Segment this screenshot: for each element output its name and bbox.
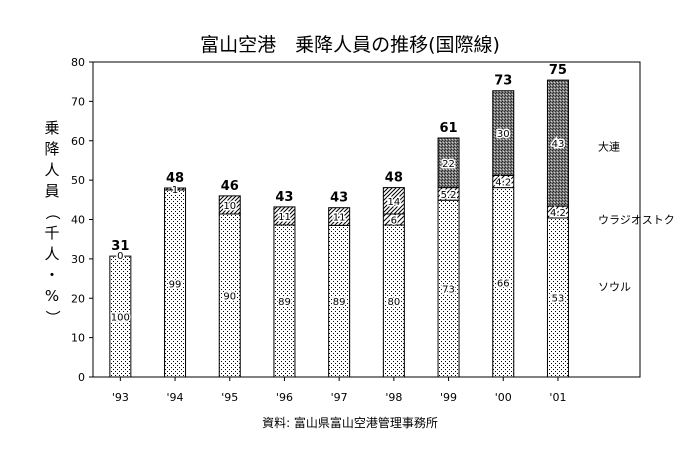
segment-label: 11	[278, 212, 291, 223]
segment-label: 100	[111, 313, 130, 324]
legend-label: 大連	[598, 140, 620, 154]
segment-label: 14	[387, 197, 400, 208]
legend-label: ウラジオストク	[598, 214, 675, 227]
y-tick-label: 40	[71, 214, 85, 227]
y-tick-label: 50	[71, 174, 85, 187]
segment-label: 4.2	[495, 178, 511, 189]
x-tick-label: '94	[167, 391, 184, 404]
segment-label: 89	[278, 297, 291, 308]
total-label: 31	[111, 239, 129, 254]
chart-title: 富山空港 乗降人員の推移(国際線)	[200, 34, 500, 56]
bar-segment	[546, 79, 569, 207]
y-tick-label: 10	[71, 332, 85, 345]
segment-label: 43	[552, 139, 565, 150]
x-tick-label: '99	[440, 391, 457, 404]
x-tick-label: '95	[221, 391, 238, 404]
bar-segment	[164, 187, 187, 191]
bar-segment	[109, 255, 132, 378]
total-label: 43	[330, 191, 348, 206]
segment-label: 10	[223, 201, 236, 212]
x-tick-label: '98	[385, 391, 402, 404]
segment-label: 53	[552, 293, 565, 304]
segment-label: 80	[387, 297, 400, 308]
y-axis-label-char: %	[44, 287, 60, 305]
y-axis-label-char: 降	[44, 140, 60, 158]
total-label: 48	[166, 171, 184, 186]
total-label: 75	[549, 63, 567, 78]
segment-label: 1	[172, 185, 178, 196]
y-axis-label-char: 人	[44, 161, 60, 179]
total-label: 73	[494, 74, 512, 89]
bar-segment	[328, 207, 351, 226]
segment-label: 89	[333, 297, 346, 308]
source-note: 資料: 富山県富山空港管理事務所	[262, 416, 438, 430]
segment-label: 11	[333, 213, 346, 224]
bar-segment	[218, 195, 241, 215]
y-tick-label: 70	[71, 95, 85, 108]
legend-label: ソウル	[598, 280, 631, 293]
y-axis-label: 乗降人員（千人・%）	[41, 118, 63, 328]
total-label: 46	[221, 179, 239, 194]
segment-label: 4.2	[550, 208, 566, 219]
x-tick-label: '96	[276, 391, 293, 404]
y-axis-label-char: ・	[44, 266, 60, 284]
segment-label: 66	[497, 278, 510, 289]
y-tick-label: 80	[71, 56, 85, 69]
y-axis-label-char: 員	[44, 182, 60, 200]
x-tick-label: '93	[112, 391, 129, 404]
y-axis-label-char: 人	[44, 245, 60, 263]
y-axis-label-char: 千	[44, 224, 60, 242]
segment-label: 73	[442, 285, 455, 296]
segment-label: 0	[117, 251, 123, 262]
segment-label: 22	[442, 159, 455, 170]
total-label: 61	[440, 121, 458, 136]
bar-segment	[273, 206, 296, 226]
total-label: 43	[275, 190, 293, 205]
segment-label: 99	[169, 279, 182, 290]
y-tick-label: 20	[71, 292, 85, 305]
x-tick-label: '01	[549, 391, 566, 404]
x-tick-label: '00	[495, 391, 512, 404]
segment-label: 30	[497, 129, 510, 140]
segment-label: 6	[391, 216, 397, 227]
x-tick-label: '97	[331, 391, 348, 404]
bar-segment	[382, 187, 405, 215]
y-tick-label: 60	[71, 135, 85, 148]
y-axis-label-char: 乗	[44, 119, 60, 137]
segment-label: 5.2	[441, 190, 457, 201]
bar-segment	[492, 90, 515, 176]
segment-label: 90	[223, 291, 236, 302]
total-label: 48	[385, 171, 403, 186]
y-tick-label: 30	[71, 253, 85, 266]
bar-segment	[437, 137, 460, 189]
y-tick-label: 0	[78, 371, 85, 384]
